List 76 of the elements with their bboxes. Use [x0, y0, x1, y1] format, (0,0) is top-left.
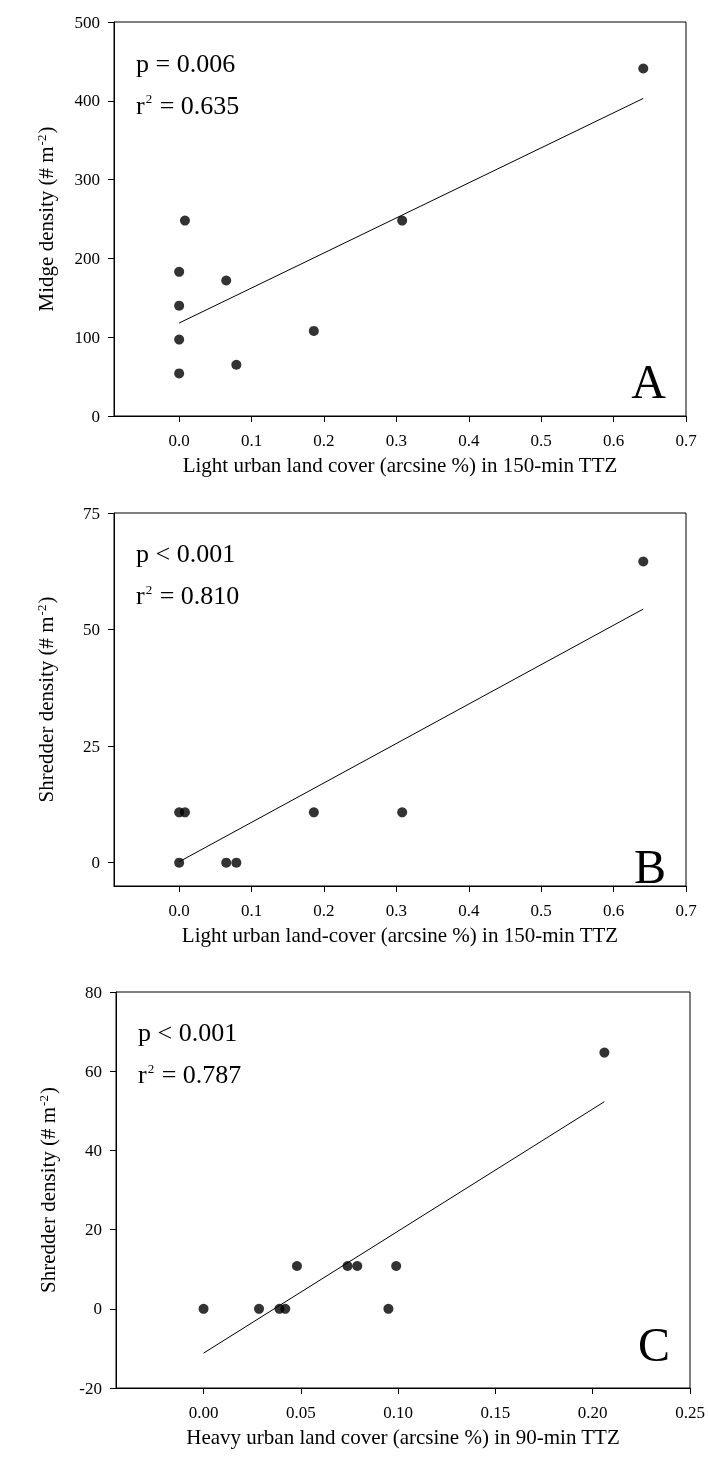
point — [231, 857, 242, 868]
y-tick-label: 60 — [85, 1061, 102, 1081]
y-tick-label: 500 — [74, 12, 100, 32]
point — [391, 1261, 402, 1272]
y-tick-label: 100 — [74, 327, 100, 347]
y-tick-label: 50 — [83, 620, 100, 640]
x-tick-label: 0.25 — [675, 1403, 705, 1422]
y-tick-label: 0 — [91, 406, 100, 426]
point — [174, 266, 185, 277]
y-axis-title: Shredder density (# m-2) — [35, 1087, 60, 1293]
x-tick-label: 0.2 — [313, 431, 335, 450]
annotation: p < 0.001 — [138, 1018, 238, 1048]
x-tick-label: 0.1 — [240, 431, 263, 450]
point — [174, 857, 185, 868]
y-tick-label: 40 — [85, 1140, 102, 1160]
point — [342, 1261, 353, 1272]
y-tick-label: 0 — [91, 853, 100, 873]
point — [599, 1047, 610, 1058]
point — [638, 63, 649, 74]
y-tick-label: 25 — [83, 736, 100, 756]
annotation: B — [633, 839, 666, 893]
x-tick-label: 0.4 — [458, 901, 480, 920]
x-tick-label: 0.05 — [285, 1403, 316, 1422]
annotation: A — [631, 354, 667, 408]
point — [198, 1303, 209, 1314]
x-tick-label: 0.4 — [458, 431, 480, 450]
x-tick-label: 0.0 — [168, 901, 190, 920]
x-tick-label: 0.1 — [240, 901, 263, 920]
point — [174, 368, 185, 379]
y-tick-label: 200 — [74, 248, 100, 268]
point — [174, 300, 185, 311]
point — [291, 1261, 302, 1272]
x-tick-label: 0.15 — [480, 1403, 511, 1422]
y-tick-label: 400 — [74, 91, 100, 111]
point — [397, 215, 408, 226]
x-tick-label: 0.20 — [577, 1403, 608, 1422]
point — [397, 807, 408, 818]
x-axis-title: Light urban land-cover (arcsine %) in 150-min TTZ — [181, 922, 619, 947]
x-tick-label: 0.6 — [602, 431, 625, 450]
x-tick-label: 0.3 — [385, 431, 407, 450]
x-tick-label: 0.7 — [675, 901, 698, 920]
x-axis-title: Light urban land cover (arcsine %) in 150-min TTZ — [182, 452, 618, 477]
point — [221, 857, 232, 868]
annotation: p = 0.006 — [136, 48, 236, 78]
x-tick-label: 0.5 — [530, 901, 552, 920]
point — [179, 215, 190, 226]
point — [383, 1303, 394, 1314]
point — [352, 1261, 363, 1272]
y-tick-label: 0 — [93, 1299, 102, 1319]
point — [179, 807, 190, 818]
point — [254, 1303, 265, 1314]
point — [231, 359, 242, 370]
y-tick-label: -20 — [79, 1378, 102, 1398]
x-tick-label: 0.10 — [383, 1403, 414, 1422]
x-tick-label: 0.7 — [675, 431, 698, 450]
annotation: C — [637, 1317, 670, 1371]
x-tick-label: 0.00 — [188, 1403, 219, 1422]
annotation: p < 0.001 — [136, 539, 236, 569]
x-tick-label: 0.2 — [313, 901, 335, 920]
point — [308, 325, 319, 336]
y-tick-label: 80 — [85, 982, 102, 1002]
x-tick-label: 0.3 — [385, 901, 407, 920]
x-tick-label: 0.5 — [530, 431, 552, 450]
y-tick-label: 20 — [85, 1220, 102, 1240]
x-axis-title: Heavy urban land cover (arcsine %) in 90-min TTZ — [186, 1424, 620, 1449]
point — [174, 334, 185, 345]
x-tick-label: 0.6 — [602, 901, 625, 920]
y-tick-label: 300 — [74, 170, 100, 190]
y-axis-title: Midge density (# m-2) — [33, 126, 58, 312]
y-tick-label: 75 — [83, 503, 100, 523]
x-tick-label: 0.0 — [168, 431, 190, 450]
point — [638, 556, 649, 567]
point — [280, 1303, 291, 1314]
point — [308, 807, 319, 818]
y-axis-title: Shredder density (# m-2) — [33, 596, 58, 803]
point — [221, 275, 232, 286]
